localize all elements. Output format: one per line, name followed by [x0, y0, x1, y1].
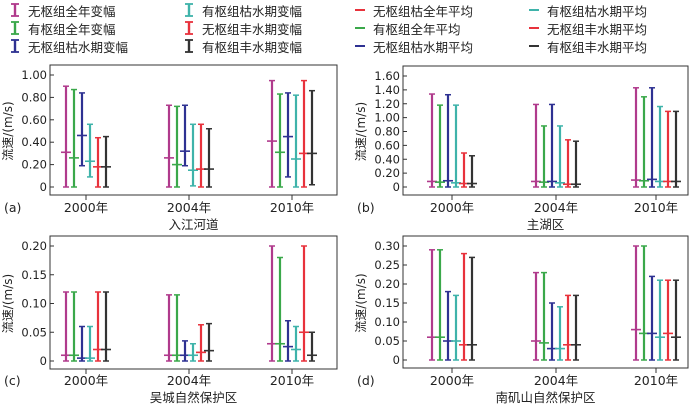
legend-item: 有枢组全年变幅 — [8, 19, 116, 37]
legend-item: 有枢组全年平均 — [353, 19, 461, 37]
legend-label: 有枢组全年变幅 — [28, 21, 116, 37]
x-axis-label: 主湖区 — [527, 217, 565, 232]
legend-item: 有枢组丰水期平均 — [527, 37, 647, 55]
y-tick-label: 1.00 — [374, 111, 400, 125]
x-tick-label: 2000年 — [64, 200, 108, 215]
mean-marker-icon — [529, 9, 539, 11]
legend-item: 无枢组枯全年平均 — [353, 1, 473, 19]
range-marker-icon — [11, 3, 19, 17]
y-axis-label: 流速/(m/s) — [1, 274, 15, 333]
mean-marker-icon — [529, 45, 539, 47]
y-tick-label: 1.60 — [374, 69, 400, 83]
legend-label: 无枢组丰水期平均 — [547, 21, 648, 37]
legend-label: 无枢组丰水期变幅 — [202, 21, 303, 37]
legend-label: 无枢组全年变幅 — [28, 3, 116, 19]
plot-frame — [402, 235, 689, 369]
legend-label: 有枢组枯水期平均 — [547, 3, 648, 19]
mean-marker-icon — [355, 45, 365, 47]
legend-item: 有枢组丰水期变幅 — [182, 37, 302, 55]
y-tick-label: 0.20 — [21, 158, 47, 172]
y-tick-label: 0.30 — [374, 239, 400, 253]
y-axis-label: 流速/(m/s) — [1, 101, 15, 160]
x-tick-label: 2000年 — [430, 200, 474, 215]
y-tick-label: 0.40 — [374, 152, 400, 166]
panel-label: (a) — [4, 200, 21, 215]
legend-item: 无枢组全年变幅 — [8, 1, 116, 19]
x-tick-label: 2010年 — [634, 373, 678, 388]
y-tick-label: 0.05 — [21, 325, 47, 339]
y-tick-label: 0.05 — [374, 334, 400, 348]
legend-item: 有枢组枯水期变幅 — [182, 1, 302, 19]
y-tick-label: 0.20 — [21, 239, 47, 253]
legend-label: 无枢组枯水期平均 — [373, 39, 474, 55]
y-tick-label: 0 — [393, 353, 400, 367]
y-tick-label: 0.15 — [374, 296, 400, 310]
legend-label: 无枢组枯全年平均 — [373, 3, 474, 19]
x-tick-label: 2004年 — [167, 200, 211, 215]
y-tick-label: 0 — [40, 180, 47, 194]
y-tick-label: 0 — [40, 354, 47, 368]
legend-label: 有枢组丰水期平均 — [547, 39, 648, 55]
x-tick-label: 2010年 — [634, 200, 678, 215]
range-marker-icon — [185, 39, 193, 53]
mean-marker-icon — [355, 27, 365, 29]
y-tick-label: 1.40 — [374, 83, 400, 97]
range-marker-icon — [185, 21, 193, 35]
panel-label: (d) — [357, 373, 375, 388]
y-tick-label: 0.15 — [21, 268, 47, 282]
legend-item: 无枢组丰水期变幅 — [182, 19, 302, 37]
y-axis-label: 流速/(m/s) — [354, 102, 368, 161]
y-tick-label: 0.60 — [21, 113, 47, 127]
y-tick-label: 0.10 — [21, 297, 47, 311]
y-axis-label: 流速/(m/s) — [354, 273, 368, 332]
plot-frame — [402, 65, 689, 196]
plot-frame — [49, 64, 338, 196]
panel-label: (c) — [4, 373, 21, 388]
x-tick-label: 2004年 — [534, 373, 578, 388]
legend-item: 无枢组丰水期平均 — [527, 19, 647, 37]
legend-item: 无枢组枯水期平均 — [353, 37, 473, 55]
x-tick-label: 2004年 — [534, 200, 578, 215]
y-tick-label: 0.25 — [374, 258, 400, 272]
legend-label: 有枢组枯水期变幅 — [202, 3, 303, 19]
x-tick-label: 2010年 — [270, 373, 314, 388]
legend-item: 无枢组枯水期变幅 — [8, 37, 128, 55]
x-axis-label: 南矶山自然保护区 — [495, 390, 595, 404]
x-tick-label: 2004年 — [167, 373, 211, 388]
y-tick-label: 1.20 — [374, 97, 400, 111]
y-tick-label: 0.10 — [374, 315, 400, 329]
x-tick-label: 2000年 — [430, 373, 474, 388]
y-tick-label: 0 — [393, 180, 400, 194]
legend-item: 有枢组枯水期平均 — [527, 1, 647, 19]
legend-label: 有枢组全年平均 — [373, 21, 461, 37]
legend-label: 有枢组丰水期变幅 — [202, 39, 303, 55]
y-tick-label: 0.80 — [21, 90, 47, 104]
range-marker-icon — [185, 3, 193, 17]
x-tick-label: 2000年 — [64, 373, 108, 388]
x-axis-label: 入江河道 — [168, 217, 219, 232]
y-tick-label: 0.20 — [374, 166, 400, 180]
mean-marker-icon — [355, 9, 365, 11]
x-tick-label: 2010年 — [270, 200, 314, 215]
mean-marker-icon — [529, 27, 539, 29]
y-tick-label: 0.60 — [374, 138, 400, 152]
y-tick-label: 0.20 — [374, 277, 400, 291]
panel-label: (b) — [357, 200, 375, 215]
plot-frame — [49, 235, 338, 370]
range-marker-icon — [11, 21, 19, 35]
x-axis-label: 吴城自然保护区 — [150, 390, 238, 404]
y-tick-label: 0.40 — [21, 135, 47, 149]
legend-label: 无枢组枯水期变幅 — [28, 39, 129, 55]
chart-legend: 无枢组全年变幅 有枢组枯水期变幅 无枢组枯全年平均 有枢组枯水期平均 有枢组全年变幅 无枢… — [0, 0, 700, 60]
y-tick-label: 0.80 — [374, 125, 400, 139]
y-tick-label: 1.00 — [21, 68, 47, 82]
range-marker-icon — [11, 39, 19, 53]
